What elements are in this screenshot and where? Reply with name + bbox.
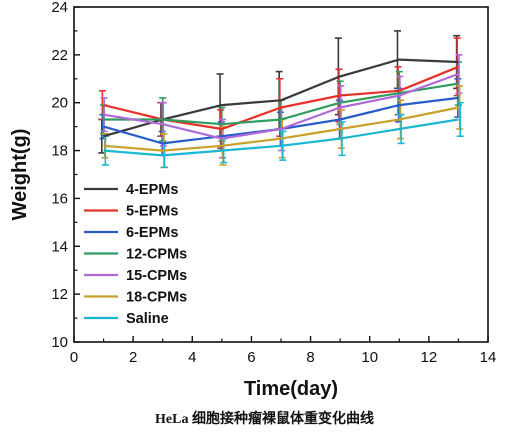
x-tick-label: 0 (70, 349, 78, 366)
legend-item-6-epms: 6-EPMs (84, 225, 178, 241)
series-line-15-cpms (103, 72, 459, 140)
legend-item-5-epms: 5-EPMs (84, 204, 178, 220)
x-axis-label: Time(day) (244, 378, 338, 400)
legend-item-15-cpms: 15-CPMs (84, 268, 187, 284)
legend-item-18-cpms: 18-CPMs (84, 290, 187, 306)
y-tick-label: 16 (51, 190, 68, 207)
legend-label: 12-CPMs (126, 247, 187, 263)
legend-label: 15-CPMs (126, 268, 187, 284)
y-tick-label: 10 (51, 334, 68, 351)
legend-label: 18-CPMs (126, 290, 187, 306)
x-tick-label: 8 (306, 349, 314, 366)
legend-label: 5-EPMs (126, 204, 178, 220)
legend-label: 4-EPMs (126, 182, 178, 198)
y-tick-label: 18 (51, 143, 68, 160)
x-tick-label: 12 (421, 349, 438, 366)
series-line-saline (103, 118, 459, 157)
series-line-12-cpms (103, 82, 459, 126)
legend-label: 6-EPMs (126, 225, 178, 241)
figure-caption: HeLa 细胞接种瘤裸鼠体重变化曲线 (155, 412, 374, 427)
legend-item-saline: Saline (84, 311, 169, 327)
y-axis-label: Weight(g) (9, 129, 31, 221)
y-tick-label: 22 (51, 47, 68, 64)
legend-item-4-epms: 4-EPMs (84, 182, 178, 198)
y-tick-label: 14 (51, 238, 68, 255)
y-tick-label: 12 (51, 286, 68, 303)
x-tick-label: 2 (129, 349, 137, 366)
y-tick-label: 24 (51, 0, 68, 16)
x-tick-label: 6 (247, 349, 255, 366)
y-tick-label: 20 (51, 95, 68, 112)
x-tick-label: 14 (480, 349, 497, 366)
legend: 4-EPMs 5-EPMs 6-EPMs 12-CPMs 15-CPMs 18-CPMs S… (84, 182, 187, 327)
legend-label: Saline (126, 311, 169, 327)
legend-item-12-cpms: 12-CPMs (84, 247, 187, 263)
series-line-18-cpms (103, 106, 459, 152)
x-tick-label: 10 (361, 349, 378, 366)
plot-area (98, 30, 464, 169)
x-tick-label: 4 (188, 349, 196, 366)
